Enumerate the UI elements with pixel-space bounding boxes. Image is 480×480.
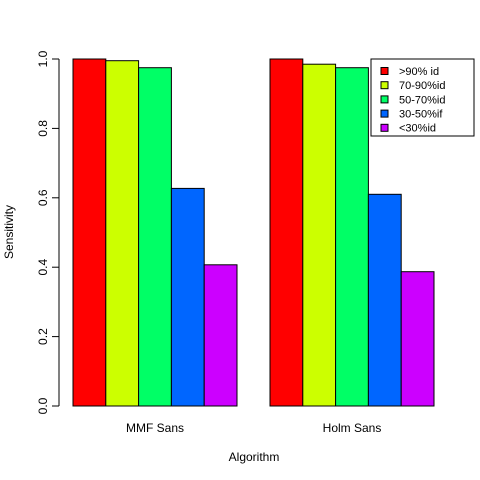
legend-swatch xyxy=(380,109,389,118)
y-tick-label: 0.2 xyxy=(36,328,50,345)
legend-label: >90% id xyxy=(399,66,439,78)
legend-label: 50-70%id xyxy=(399,94,445,106)
y-axis: 0.0 0.2 0.4 0.6 0.8 1.0 xyxy=(36,50,60,414)
bar-2-2 xyxy=(302,63,337,407)
legend-swatch xyxy=(380,67,389,75)
legend-label: <30%id xyxy=(399,123,436,135)
bar-2-4 xyxy=(367,193,402,407)
bar-2-5 xyxy=(400,271,435,407)
y-tick-label: 1.0 xyxy=(36,50,50,67)
x-axis-label: Algorithm xyxy=(229,450,280,464)
category-label: MMF Sans xyxy=(126,421,184,435)
bars-group xyxy=(72,58,435,407)
legend-swatch xyxy=(380,81,389,90)
legend-label: 30-50%if xyxy=(399,108,443,120)
bar-2-1 xyxy=(269,58,304,407)
bar-1-3 xyxy=(138,67,172,407)
legend-swatch xyxy=(380,123,389,132)
y-axis-label: Sensitivity xyxy=(2,205,16,259)
bar-1-5 xyxy=(203,264,238,407)
bar-1-1 xyxy=(72,58,107,407)
y-tick-label: 0.4 xyxy=(36,259,50,276)
legend-swatch xyxy=(380,95,389,104)
bar-1-2 xyxy=(105,60,140,407)
bar-2-3 xyxy=(335,67,369,407)
bar-1-4 xyxy=(170,187,205,407)
y-tick-label: 0.6 xyxy=(36,189,50,206)
legend: >90% id 70-90%id 50-70%id 30-50%if <30%id xyxy=(370,58,475,137)
legend-label: 70-90%id xyxy=(399,80,445,92)
x-axis-categories: MMF Sans Holm Sans xyxy=(126,421,381,435)
category-label: Holm Sans xyxy=(323,421,382,435)
y-tick-label: 0.8 xyxy=(36,120,50,137)
y-tick-label: 0.0 xyxy=(36,397,50,414)
